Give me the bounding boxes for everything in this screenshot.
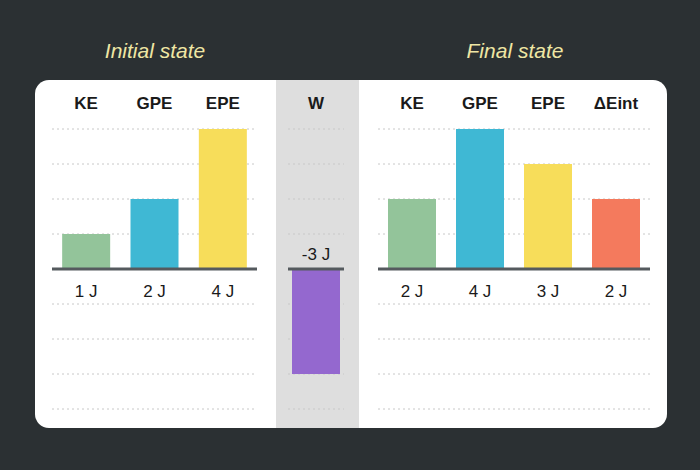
value-label: 2 J [143, 282, 166, 301]
bar [388, 199, 436, 269]
category-label: EPE [531, 94, 565, 113]
category-label: GPE [137, 94, 173, 113]
grid-line [378, 269, 650, 270]
category-label: KE [74, 94, 98, 113]
value-label: 1 J [75, 282, 98, 301]
category-label: KE [400, 94, 424, 113]
grid-line [52, 304, 257, 305]
panel-title: Initial state [105, 39, 205, 62]
grid-line [288, 199, 344, 200]
value-label: 4 J [211, 282, 234, 301]
grid-line [288, 409, 344, 410]
chart-panel: Final state KE GPE EPE ΔEint 2 J 4 J 3 J 2 J [378, 39, 650, 409]
value-label: 2 J [605, 282, 628, 301]
grid-line [378, 304, 650, 305]
grid-line [288, 234, 344, 235]
category-label: EPE [206, 94, 240, 113]
bar [131, 199, 179, 269]
category-label: W [308, 94, 325, 113]
grid-line [52, 374, 257, 375]
bar [292, 269, 340, 374]
value-label: 3 J [537, 282, 560, 301]
grid-line [288, 129, 344, 130]
bars [292, 269, 340, 374]
work-column [276, 80, 359, 428]
value-label: 2 J [401, 282, 424, 301]
grid-line [52, 339, 257, 340]
background [0, 0, 700, 470]
bars [388, 129, 640, 269]
bar [524, 164, 572, 269]
chart-root: Initial state KE GPE EPE 1 J 2 J 4 J W -3 J Final… [0, 0, 700, 470]
bar [456, 129, 504, 269]
grid-line [52, 269, 257, 270]
bars [62, 129, 247, 269]
value-label: -3 J [302, 245, 330, 264]
bar [592, 199, 640, 269]
panel-title: Final state [467, 39, 564, 62]
panel [35, 80, 667, 428]
grid-line [288, 164, 344, 165]
grid-line [378, 164, 650, 165]
grid-line [378, 129, 650, 130]
chart-panel: W -3 J [288, 94, 344, 409]
baseline [288, 268, 344, 271]
baseline [52, 268, 257, 271]
baseline [378, 268, 650, 271]
grid-line [288, 269, 344, 270]
grid-line [378, 409, 650, 410]
grid-line [378, 339, 650, 340]
grid-line [378, 374, 650, 375]
category-label: ΔEint [594, 94, 639, 113]
bar [62, 234, 110, 269]
chart-panel: Initial state KE GPE EPE 1 J 2 J 4 J [52, 39, 257, 409]
category-label: GPE [462, 94, 498, 113]
value-label: 4 J [469, 282, 492, 301]
grid-line [52, 409, 257, 410]
bar [199, 129, 247, 269]
